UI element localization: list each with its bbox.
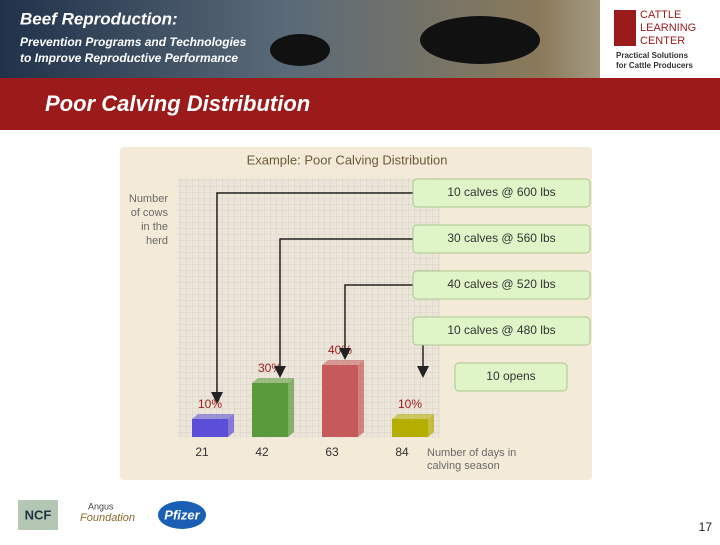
connector	[339, 284, 413, 360]
chart: Example: Poor Calving Distribution Number…	[129, 152, 591, 472]
header-title: Beef Reproduction:	[20, 9, 178, 28]
bar-side	[428, 414, 434, 437]
footer-logo-text: Foundation	[80, 512, 135, 524]
cattle-photo	[420, 16, 540, 64]
footer-logo-text: NCF	[25, 507, 52, 522]
data-label: 30%	[258, 361, 282, 375]
title-band	[0, 78, 720, 130]
callout-text: 30 calves @ 560 lbs	[447, 231, 555, 245]
callout-box	[412, 316, 591, 346]
y-axis-label: herd	[146, 235, 168, 247]
x-tick-label: 84	[395, 445, 409, 459]
bar-side	[358, 360, 364, 437]
page-number: 17	[699, 520, 713, 534]
callout-box	[412, 270, 591, 300]
connector	[211, 192, 413, 404]
callout-text: 10 opens	[486, 369, 535, 383]
bar	[192, 419, 228, 437]
y-axis-label: Number	[129, 193, 168, 205]
connector	[274, 238, 413, 378]
x-tick-label: 21	[195, 445, 209, 459]
bar-top	[322, 360, 364, 365]
header-line: Prevention Programs and Technologies	[20, 35, 247, 49]
footer-logo	[158, 501, 206, 529]
header-line: to Improve Reproductive Performance	[20, 51, 238, 65]
logo-icon	[614, 10, 636, 46]
callout-text: 10 calves @ 600 lbs	[447, 185, 555, 199]
x-axis-label: Number of days in	[427, 447, 516, 459]
footer-logo-text: Angus	[88, 501, 114, 511]
callout-box	[454, 362, 568, 392]
data-label: 10%	[198, 397, 222, 411]
bar	[392, 419, 428, 437]
data-label: 40%	[328, 343, 352, 357]
logo-tagline: for Cattle Producers	[616, 61, 693, 70]
bar	[252, 383, 288, 437]
footer-logo-text: Pfizer	[164, 507, 200, 522]
logo-text: CENTER	[640, 35, 685, 47]
logo-tagline: Practical Solutions	[616, 51, 689, 60]
bar-top	[252, 378, 294, 383]
callout-text: 10 calves @ 480 lbs	[447, 323, 555, 337]
y-axis-label: of cows	[131, 207, 169, 219]
callout-text: 40 calves @ 520 lbs	[447, 277, 555, 291]
data-label: 10%	[398, 397, 422, 411]
bar-side	[288, 378, 294, 437]
callout-box	[412, 224, 591, 254]
x-tick-label: 63	[325, 445, 339, 459]
x-axis-label: calving season	[427, 460, 500, 472]
slide-title: Poor Calving Distribution	[45, 91, 310, 116]
bar-top	[392, 414, 434, 419]
logo-text: CATTLE	[640, 9, 681, 21]
cattle-photo	[270, 34, 330, 66]
callout-box	[412, 178, 591, 208]
footer-logo	[18, 500, 58, 530]
y-axis-label: in the	[141, 221, 168, 233]
bar-side	[228, 414, 234, 437]
x-tick-label: 42	[255, 445, 269, 459]
chart-title: Example: Poor Calving Distribution	[247, 152, 448, 167]
logo-text: LEARNING	[640, 22, 696, 34]
bar-top	[192, 414, 234, 419]
bar	[322, 365, 358, 437]
